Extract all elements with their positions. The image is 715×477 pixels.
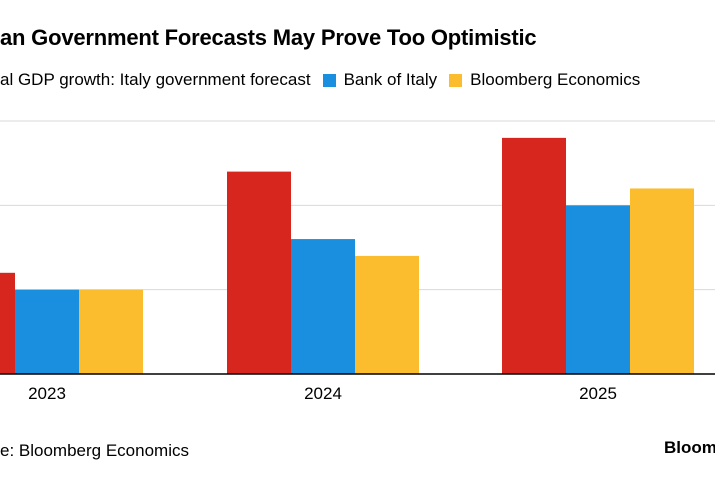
legend-label-government: al GDP growth: Italy government forecast	[0, 70, 311, 89]
legend-item-bloomberg-economics: Bloomberg Economics	[449, 70, 640, 90]
chart-title: an Government Forecasts May Prove Too Op…	[0, 25, 537, 50]
legend-swatch-bank-of-italy	[322, 73, 336, 87]
bar-2025-series-1	[566, 205, 630, 374]
bar-2024-series-0	[227, 171, 291, 374]
brand-logo: Bloom	[664, 438, 715, 457]
legend-item-bank-of-italy: Bank of Italy	[322, 70, 438, 90]
bar-2023-series-1	[15, 289, 79, 374]
bar-2023-series-0	[0, 272, 15, 374]
x-tick-label-2025: 2025	[579, 384, 617, 403]
bar-2023-series-2	[79, 289, 143, 374]
legend-label-bloomberg-economics: Bloomberg Economics	[470, 70, 641, 89]
legend: al GDP growth: Italy government forecast…	[0, 70, 652, 90]
source-note: e: Bloomberg Economics	[0, 441, 189, 460]
bar-2024-series-1	[291, 239, 355, 374]
x-tick-label-2024: 2024	[304, 384, 342, 403]
legend-label-bank-of-italy: Bank of Italy	[343, 70, 438, 89]
bar-2025-series-0	[502, 137, 566, 374]
bar-2025-series-2	[630, 188, 694, 374]
bar-2024-series-2	[355, 255, 419, 374]
legend-item-government: al GDP growth: Italy government forecast	[0, 70, 311, 90]
x-tick-label-2023: 2023	[28, 384, 66, 403]
legend-swatch-bloomberg-economics	[449, 73, 463, 87]
